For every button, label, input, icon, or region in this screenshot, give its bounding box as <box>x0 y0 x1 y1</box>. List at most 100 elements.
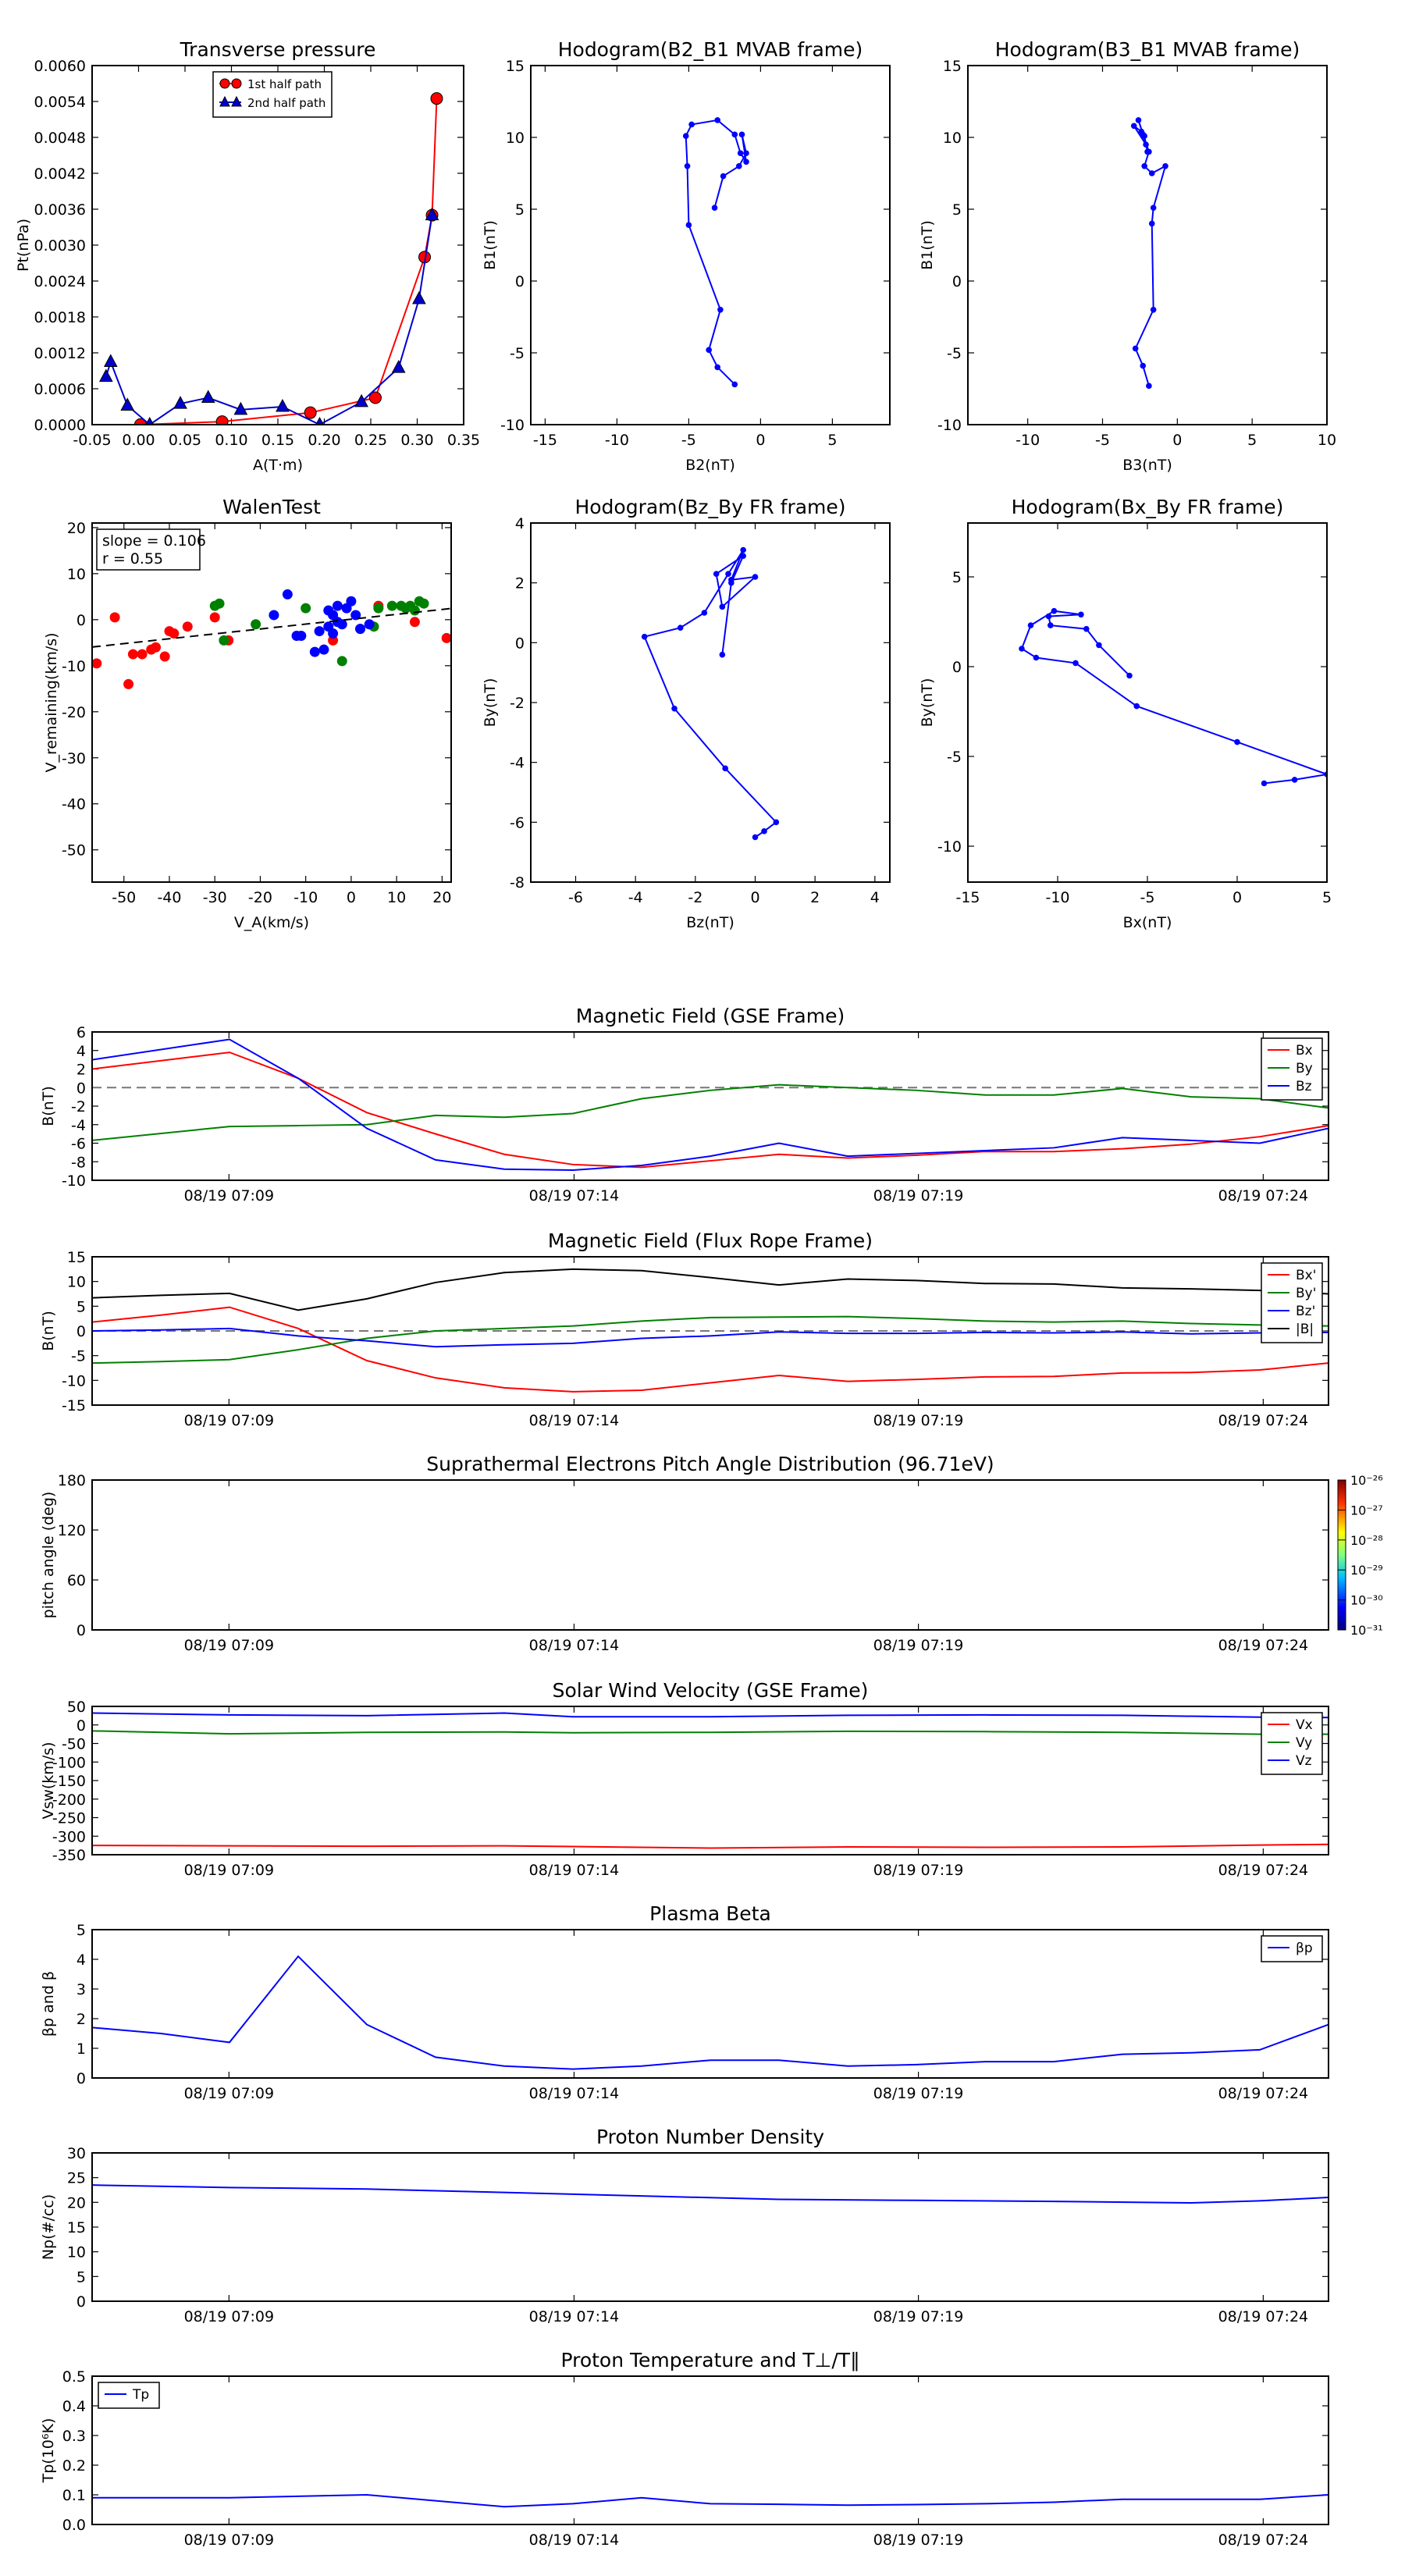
y-tick-label: 5 <box>515 201 525 219</box>
y-tick-label: 25 <box>67 2170 86 2187</box>
x-tick-label: 08/19 07:24 <box>1218 2085 1309 2102</box>
plot-area <box>1130 117 1168 390</box>
axes-frame <box>91 1256 1329 1406</box>
legend-label: Tp <box>132 2387 149 2403</box>
series-1-point <box>336 656 347 667</box>
axes-frame <box>91 2152 1329 2302</box>
series-0-line <box>643 549 777 838</box>
x-tick-label: -0.05 <box>73 432 111 449</box>
y-tick-label: -100 <box>52 1754 86 1771</box>
y-tick-label: -350 <box>52 1847 86 1864</box>
series-0-point <box>123 678 134 689</box>
panel-title: Hodogram(Bx_By FR frame) <box>1012 496 1284 518</box>
colorbar-tick-label: 10⁻³⁰ <box>1350 1593 1383 1608</box>
panel-title: Plasma Beta <box>649 1902 771 1925</box>
y-tick-label: -2 <box>71 1098 86 1115</box>
plot-area <box>99 92 443 425</box>
panel-title: Hodogram(B2_B1 MVAB frame) <box>558 38 863 61</box>
x-tick-label: 08/19 07:09 <box>184 2085 275 2102</box>
x-tick-label: 08/19 07:14 <box>529 1862 620 1879</box>
y-tick-label: 180 <box>58 1472 86 1489</box>
y-tick-label: 0.3 <box>62 2428 86 2445</box>
series-0-point <box>1162 163 1168 169</box>
series-0-point <box>1150 205 1157 211</box>
series-0-point <box>169 628 180 639</box>
series-2-point <box>269 610 279 621</box>
series-0-point <box>720 173 727 180</box>
axes-frame <box>967 65 1328 425</box>
y-axis-label: B1(nT) <box>919 220 936 270</box>
series-2nd-half-path-point <box>391 360 406 373</box>
y-tick-label: 0 <box>76 1323 86 1340</box>
x-tick-label: 08/19 07:19 <box>873 2532 964 2549</box>
series-bz-line <box>92 1038 1329 1171</box>
y-tick-label: 0.0018 <box>34 309 86 326</box>
x-tick-label: 0.25 <box>354 432 387 449</box>
series-0-point <box>109 612 120 623</box>
legend-label: Bx <box>1296 1043 1313 1059</box>
y-tick-label: -10 <box>62 658 86 675</box>
series-0-point <box>677 624 684 631</box>
y-tick-label: 0 <box>515 635 525 652</box>
x-tick-label: 08/19 07:09 <box>184 2532 275 2549</box>
x-tick-label: -4 <box>628 889 643 906</box>
x-tick-label: -5 <box>681 432 696 449</box>
axes-frame <box>91 522 452 883</box>
series-0-point <box>711 205 718 211</box>
x-tick-label: 08/19 07:14 <box>529 1187 620 1204</box>
series-1-point <box>418 598 429 609</box>
plot-area <box>92 1268 1329 1393</box>
panel-mf: Magnetic Field (GSE Frame) 08/19 07:09 08/… <box>40 1005 1329 1204</box>
series-0-point <box>209 612 220 623</box>
x-axis-label: Bz(nT) <box>686 914 734 931</box>
panel-title: Magnetic Field (GSE Frame) <box>576 1005 845 1027</box>
legend-label: βp <box>1296 1941 1313 1956</box>
series-2nd-half-path-point <box>233 401 248 415</box>
legend-label: Bz' <box>1296 1304 1315 1319</box>
series-0-point <box>1150 307 1157 313</box>
series-2nd-half-path-line <box>105 215 433 425</box>
y-tick-label: 0.0006 <box>34 381 86 398</box>
series-0-point <box>1096 642 1102 649</box>
y-tick-label: 0.0024 <box>34 273 86 290</box>
series-0-point <box>159 651 170 662</box>
series-2-point <box>350 610 361 621</box>
x-tick-label: -10 <box>293 889 318 906</box>
annotation-text: slope = 0.106 <box>102 532 206 550</box>
series-2-point <box>314 626 325 637</box>
y-tick-label: 0 <box>76 2293 86 2311</box>
x-tick-label: -50 <box>112 889 136 906</box>
colorbar-tick-label: 10⁻²⁸ <box>1350 1533 1383 1548</box>
series-0-point <box>740 553 746 559</box>
series-2nd-half-path-point <box>120 397 135 411</box>
legend-label: By <box>1296 1061 1313 1076</box>
series-0-point <box>1051 607 1058 614</box>
series-2nd-half-path-point <box>276 398 290 412</box>
y-tick-label: 2 <box>76 1062 86 1079</box>
series-0-point <box>1019 646 1025 652</box>
series-0-point <box>1148 220 1155 227</box>
y-axis-label: Pt(nPa) <box>15 219 32 272</box>
series-bz-line <box>92 1327 1329 1348</box>
x-tick-label: -5 <box>1140 889 1155 906</box>
x-axis-label: A(T·m) <box>253 457 303 474</box>
series-0-point <box>1234 738 1240 745</box>
legend: Vx Vy Vz <box>1261 1712 1323 1775</box>
panel-title: Proton Temperature and T⊥/T∥ <box>560 2349 859 2371</box>
series-2nd-half-path-point <box>145 416 155 425</box>
annotation-text: r = 0.55 <box>102 550 163 568</box>
series-2nd-half-path-point <box>99 368 113 382</box>
y-tick-label: -15 <box>62 1397 86 1414</box>
x-tick-label: 08/19 07:19 <box>873 1637 964 1654</box>
x-tick-label: 0 <box>1172 432 1182 449</box>
panel-title: Magnetic Field (Flux Rope Frame) <box>548 1229 873 1252</box>
x-tick-label: 5 <box>1322 889 1332 906</box>
x-tick-label: 0.05 <box>169 432 201 449</box>
series-2-point <box>332 600 343 611</box>
x-tick-label: -30 <box>203 889 227 906</box>
series-2nd-half-path-point <box>425 207 439 221</box>
series-1st-half-path-point <box>304 406 317 419</box>
y-tick-label: 0 <box>952 273 962 290</box>
y-tick-label: -5 <box>71 1348 86 1365</box>
